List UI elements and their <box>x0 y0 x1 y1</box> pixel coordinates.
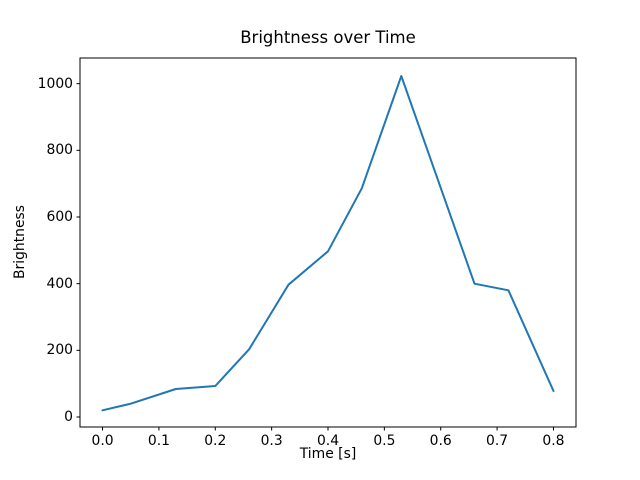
x-tick-label: 0.7 <box>486 433 509 449</box>
y-tick-label: 400 <box>46 275 73 292</box>
x-tick-label: 0.0 <box>91 433 114 449</box>
plot-border <box>79 57 577 428</box>
y-tick-label: 0 <box>64 409 73 425</box>
x-tick-label: 0.2 <box>204 433 227 449</box>
y-tick-label: 1000 <box>37 75 73 92</box>
x-tick-label: 0.5 <box>373 433 396 449</box>
x-tick-label: 0.1 <box>147 433 170 449</box>
chart-title: Brightness over Time <box>240 28 416 47</box>
x-axis-label: Time [s] <box>299 446 357 462</box>
x-tick-label: 0.4 <box>316 433 340 449</box>
x-tick-label: 0.3 <box>260 433 283 449</box>
axis-tick-marks <box>76 83 554 431</box>
y-tick-label: 800 <box>46 142 73 159</box>
brightness-series-line <box>101 75 555 412</box>
y-tick-label: 600 <box>46 209 73 225</box>
x-tick-label: 0.8 <box>542 433 565 449</box>
x-tick-label: 0.6 <box>429 433 452 449</box>
y-tick-label: 200 <box>46 342 73 359</box>
